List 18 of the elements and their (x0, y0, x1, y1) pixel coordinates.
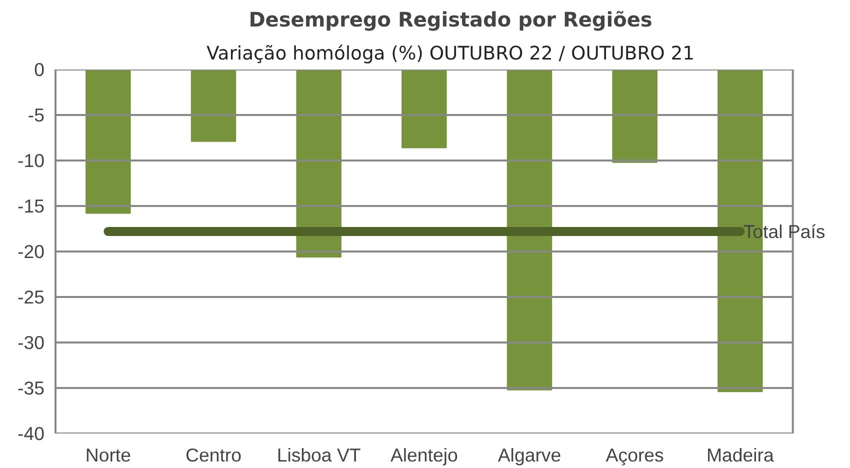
x-tick-label: Alentejo (390, 444, 458, 466)
x-tick-label: Açores (606, 444, 664, 466)
x-tick-label: Lisboa VT (276, 444, 361, 466)
x-tick-label: Centro (186, 444, 242, 466)
y-tick-label: -40 (18, 423, 45, 444)
y-tick-label: 0 (34, 59, 45, 80)
chart-subtitle: Variação homóloga (%) OUTUBRO 22 / OUTUBRO 21 (206, 44, 695, 64)
y-tick-label: -20 (18, 241, 45, 262)
y-tick-label: -30 (18, 332, 45, 353)
x-tick-label: Madeira (706, 444, 774, 466)
y-tick-label: -5 (28, 104, 45, 126)
y-tick-label: -15 (18, 196, 45, 216)
x-tick-label: Norte (85, 444, 131, 466)
y-tick-label: -35 (18, 378, 45, 398)
y-tick-label: -10 (18, 150, 45, 171)
y-tick-label: -25 (18, 286, 45, 308)
x-tick-label: Algarve (498, 444, 562, 466)
chart-title: Desemprego Registado por Regiões (248, 8, 652, 32)
